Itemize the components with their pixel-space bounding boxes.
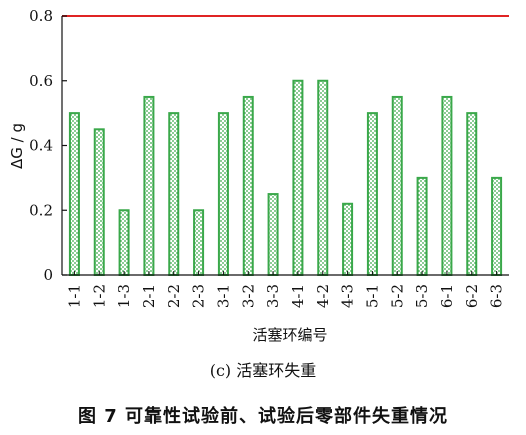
bar-3-3 [267,193,279,276]
subfigure-caption: (c) 活塞环失重 [209,361,317,380]
x-tick-label-6-1: 6-1 [438,284,456,308]
x-tick-label-1-2: 1-2 [90,284,108,308]
x-tick-label-4-3: 4-3 [339,284,357,308]
y-tick-label: 0.4 [29,137,53,155]
x-tick-label-3-3: 3-3 [264,284,282,308]
y-tick-label: 0.8 [29,7,53,25]
bar-5-1 [366,112,378,276]
bar-1-3 [118,209,130,276]
bar-chart: 0 0.2 0.4 0.6 0.8 1-1 1-2 1-3 2-1 2-2 2-3 3-1 3-2 3-… [8,7,509,344]
y-tick-label: 0 [43,266,53,284]
bar-3-1 [217,112,229,276]
x-tick-label-3-1: 3-1 [214,284,232,308]
bar-3-2 [242,95,254,276]
bar-4-1 [292,79,304,276]
x-tick-label-1-1: 1-1 [65,284,83,308]
bar-1-2 [93,128,105,276]
y-axis-title: ΔG / g [8,123,26,169]
bar-5-2 [391,95,403,276]
x-axis-title: 活塞环编号 [252,326,327,344]
bar-5-3 [416,176,428,276]
y-tick-label: 0.2 [29,201,53,219]
bar-4-2 [317,79,329,276]
figure-caption: 图 7 可靠性试验前、试验后零部件失重情况 [77,406,449,427]
x-tick-label-4-2: 4-2 [314,284,332,308]
x-tick-label-5-2: 5-2 [388,284,406,308]
bar-6-2 [466,112,478,276]
y-tick-label: 0.6 [29,72,53,90]
x-tick-label-2-1: 2-1 [140,284,158,308]
x-tick-label-6-3: 6-3 [488,284,506,308]
x-tick-label-2-3: 2-3 [190,284,208,308]
bar-2-3 [193,209,205,276]
bar-4-3 [342,202,354,276]
bar-6-3 [491,176,503,276]
bar-1-1 [68,112,80,276]
bar-6-1 [441,95,453,276]
x-tick-label-5-1: 5-1 [363,284,381,308]
bar-2-1 [143,95,155,276]
x-tick-label-4-1: 4-1 [289,284,307,308]
bar-2-2 [168,112,180,276]
x-tick-label-1-3: 1-3 [115,284,133,308]
x-tick-label-2-2: 2-2 [165,284,183,308]
x-tick-label-6-2: 6-2 [463,284,481,308]
x-tick-label-3-2: 3-2 [239,284,257,308]
x-tick-label-5-3: 5-3 [413,284,431,308]
